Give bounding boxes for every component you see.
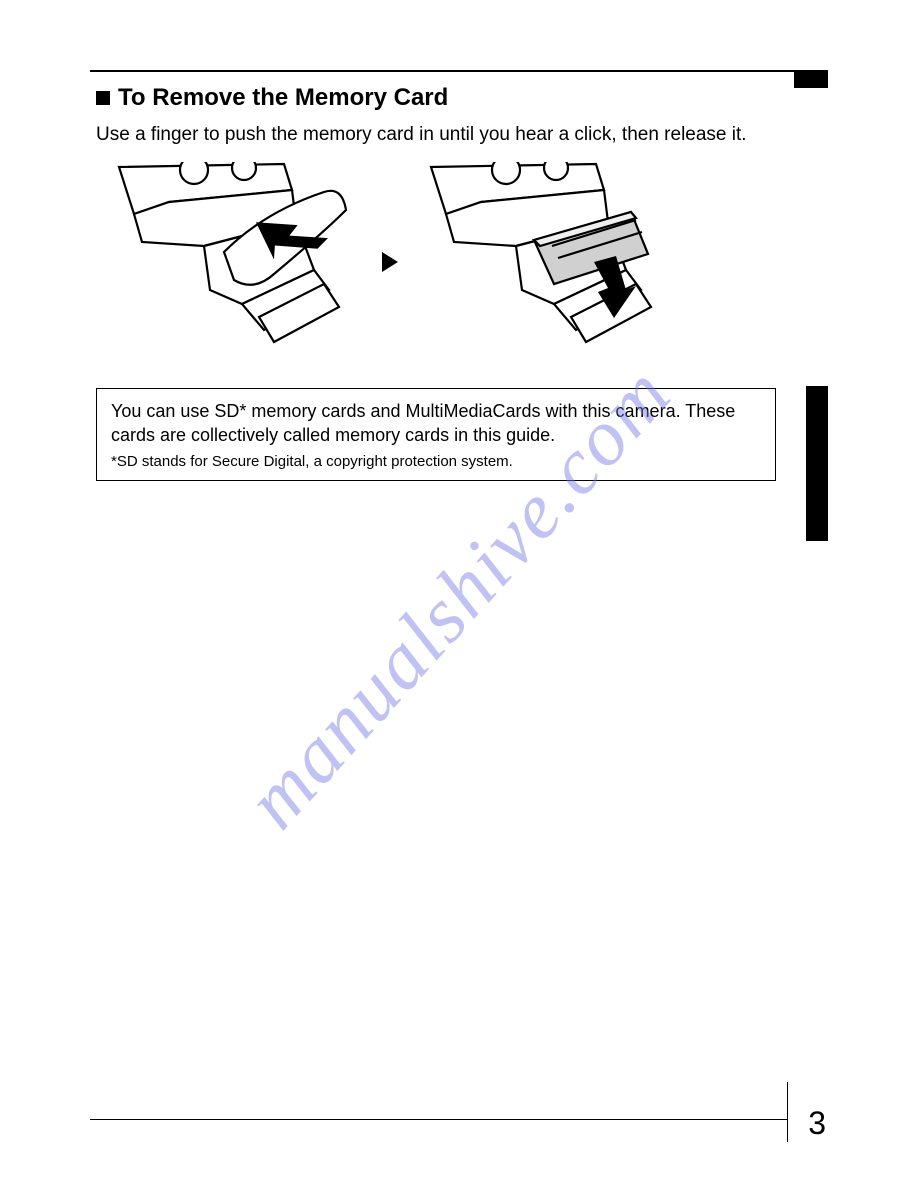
bottom-rule (90, 1119, 788, 1120)
camera-push-card-illustration (114, 162, 354, 362)
page-footer: 3 (90, 1092, 828, 1142)
instruction-text: Use a finger to push the memory card in … (90, 122, 828, 148)
sequence-arrow-icon (382, 252, 398, 272)
note-footnote-text: *SD stands for Secure Digital, a copyrig… (111, 453, 761, 470)
page-number-divider (787, 1082, 788, 1142)
illustration-row (90, 162, 828, 362)
top-rule (90, 70, 828, 72)
camera-eject-card-illustration (426, 162, 666, 362)
section-heading: To Remove the Memory Card (90, 84, 828, 112)
square-bullet-icon (96, 91, 110, 105)
page-number: 3 (808, 1105, 826, 1142)
note-main-text: You can use SD* memory cards and MultiMe… (111, 399, 761, 448)
note-box: You can use SD* memory cards and MultiMe… (96, 388, 776, 482)
top-black-tab (794, 70, 828, 88)
side-tab-label: Preparations (811, 440, 827, 532)
heading-text: To Remove the Memory Card (118, 84, 448, 112)
